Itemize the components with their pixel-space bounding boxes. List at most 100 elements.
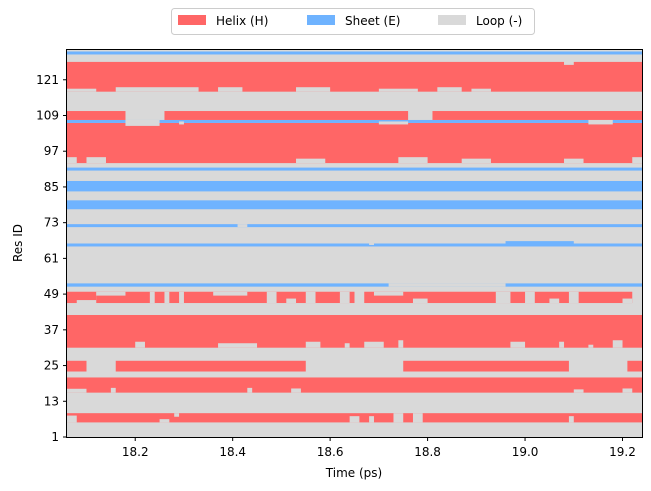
y-tick-label: 37 <box>44 323 59 337</box>
structure-segment <box>432 111 642 120</box>
structure-segment <box>67 314 642 348</box>
legend-swatch-loop <box>438 15 466 25</box>
structure-segment <box>67 119 642 123</box>
structure-segment <box>67 243 642 247</box>
y-tick-label: 109 <box>36 108 59 122</box>
structure-segment <box>437 87 462 92</box>
structure-segment <box>213 291 248 296</box>
y-tick-label: 25 <box>44 359 59 373</box>
structure-segment <box>305 341 321 348</box>
structure-segment <box>573 389 584 393</box>
structure-segment <box>164 291 170 304</box>
structure-segment <box>67 200 642 210</box>
structure-segment <box>505 241 574 245</box>
structure-segment <box>67 306 642 315</box>
structure-segment <box>549 298 560 304</box>
x-tick-label: 18.4 <box>219 445 246 459</box>
x-axis: 18.2 18.4 18.6 18.8 19.0 19.2 <box>122 437 636 459</box>
y-axis: 1 13 25 37 49 61 73 85 97 109 121 <box>36 73 67 444</box>
structure-segment <box>495 291 511 304</box>
structure-segment <box>67 51 642 55</box>
structure-segment <box>286 298 297 304</box>
structure-segment <box>67 377 642 393</box>
structure-segment <box>349 416 360 423</box>
structure-segment <box>568 416 574 423</box>
structure-segment <box>510 341 526 348</box>
structure-segment <box>96 291 355 304</box>
x-tick-label: 18.8 <box>414 445 441 459</box>
y-axis-label: Res ID <box>11 224 25 262</box>
structure-segment <box>86 157 106 164</box>
structure-segment <box>291 388 301 393</box>
structure-segment <box>174 413 180 417</box>
structure-segment <box>564 60 574 65</box>
structure-segment <box>378 88 418 92</box>
structure-segment <box>296 158 326 164</box>
structure-segment <box>67 415 77 423</box>
structure-segment <box>369 240 374 245</box>
structure-segment <box>403 360 569 372</box>
structure-segment <box>164 111 409 120</box>
structure-segment <box>568 291 579 304</box>
y-tick-label: 49 <box>44 287 59 301</box>
y-tick-label: 61 <box>44 251 59 265</box>
structure-segment <box>588 344 594 348</box>
y-tick-label: 97 <box>44 144 59 158</box>
x-tick-label: 19.2 <box>609 445 636 459</box>
structure-segment <box>67 283 642 287</box>
structure-segment <box>588 119 613 125</box>
structure-segment <box>159 419 170 423</box>
structure-segment <box>296 87 331 92</box>
structure-segment <box>564 158 584 164</box>
structure-segment <box>559 341 565 348</box>
structure-segment <box>67 61 642 92</box>
structure-segment <box>237 224 248 228</box>
y-tick-label: 121 <box>36 73 59 87</box>
legend-swatch-sheet <box>307 15 335 25</box>
legend: Helix (H) Sheet (E) Loop (-) <box>171 8 535 35</box>
structure-segment <box>369 416 374 423</box>
structure-segment <box>179 121 184 125</box>
structure-segment <box>67 360 87 372</box>
y-tick-label: 13 <box>44 394 59 408</box>
x-tick-label: 18.6 <box>317 445 344 459</box>
structure-segment <box>67 88 97 92</box>
structure-segment <box>96 291 126 296</box>
structure-segment <box>67 157 77 164</box>
legend-swatch-helix <box>178 15 206 25</box>
structure-segment <box>412 298 428 304</box>
structure-segment <box>218 343 258 348</box>
structure-segment <box>110 387 116 393</box>
legend-label-loop: Loop (-) <box>476 14 522 28</box>
x-tick-label: 18.2 <box>122 445 149 459</box>
structure-segment <box>247 387 253 393</box>
structure-segment <box>632 157 642 164</box>
structure-segment <box>612 340 623 348</box>
structure-segment <box>461 158 491 164</box>
structure-segment <box>125 119 160 126</box>
structure-segment <box>305 291 316 304</box>
y-tick-label: 73 <box>44 216 59 230</box>
structure-segment <box>398 157 428 164</box>
structure-segment <box>388 283 506 287</box>
structure-segment <box>67 291 97 301</box>
structure-segment <box>622 298 633 304</box>
plot-frame <box>66 49 643 438</box>
structure-segment <box>378 121 409 125</box>
structure-segment <box>135 341 145 348</box>
structure-segment <box>67 224 642 228</box>
structure-segment <box>412 413 423 423</box>
structure-segment <box>344 343 350 348</box>
structure-segment <box>525 291 535 304</box>
structure-segment <box>67 167 642 171</box>
structure-segment <box>339 291 350 304</box>
structure-segment <box>67 298 77 304</box>
structure-segment <box>115 87 199 92</box>
structure-segment <box>622 388 633 393</box>
structure-segment <box>67 122 642 164</box>
structure-segment <box>373 291 404 296</box>
structure-segment <box>471 88 491 92</box>
structure-segment <box>179 291 184 304</box>
legend-label-sheet: Sheet (E) <box>345 14 400 28</box>
